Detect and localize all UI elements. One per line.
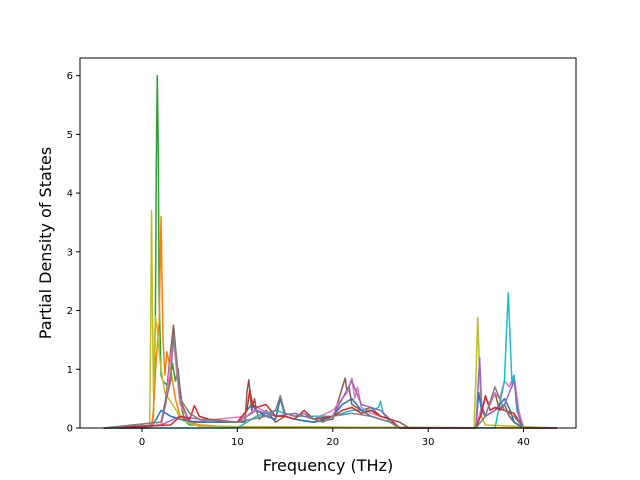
series-line-2	[103, 215, 557, 429]
y-axis-label: Partial Density of States	[36, 147, 55, 339]
x-tick-label: 40	[517, 437, 530, 448]
plot-frame	[79, 57, 577, 429]
series-layer	[103, 74, 557, 429]
series-line-10	[103, 333, 557, 429]
x-tick-label: 0	[139, 437, 145, 448]
y-tick-label: 2	[67, 306, 73, 317]
x-tick-label: 10	[231, 437, 244, 448]
ticks-layer: 0 10 20 30 40 0 1 2 3 4 5 6	[67, 71, 530, 448]
y-tick-label: 6	[67, 71, 73, 82]
y-tick-label: 0	[67, 424, 73, 435]
x-tick-label: 30	[422, 437, 435, 448]
x-axis-label: Frequency (THz)	[263, 456, 393, 475]
x-tick-label: 20	[326, 437, 339, 448]
y-tick-label: 1	[67, 365, 73, 376]
y-tick-label: 4	[67, 189, 73, 200]
y-tick-label: 5	[67, 130, 73, 141]
series-line-7	[103, 392, 557, 429]
series-line-9	[103, 389, 557, 429]
series-line-3	[103, 209, 557, 429]
plot-area	[79, 57, 577, 429]
series-line-8	[103, 356, 557, 429]
y-tick-label: 3	[67, 247, 73, 258]
